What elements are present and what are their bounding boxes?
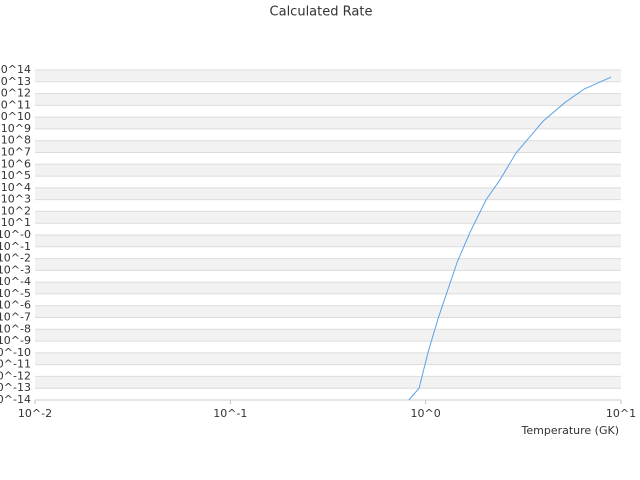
grid-band bbox=[35, 93, 621, 106]
y-tick-label: 10^-0 bbox=[0, 228, 31, 241]
y-tick-label: 10^7 bbox=[1, 146, 31, 159]
y-tick-label: 10^12 bbox=[0, 87, 31, 100]
y-tick-label: 10^10 bbox=[0, 110, 31, 123]
chart-title: Calculated Rate bbox=[270, 5, 373, 20]
y-tick-label: 10^-13 bbox=[0, 381, 31, 394]
y-tick-label: 10^3 bbox=[1, 193, 31, 206]
y-tick-label: 10^9 bbox=[1, 122, 31, 135]
grid-band bbox=[35, 329, 621, 342]
y-tick-label: 10^4 bbox=[1, 181, 31, 194]
x-tick-label: 10^-1 bbox=[213, 407, 247, 420]
grid-band bbox=[35, 164, 621, 177]
y-tick-label: 10^5 bbox=[1, 169, 31, 182]
y-tick-label: 10^-6 bbox=[0, 299, 31, 312]
x-axis-label: Temperature (GK) bbox=[521, 424, 620, 437]
y-tick-label: 10^-10 bbox=[0, 346, 31, 359]
grid-band bbox=[35, 305, 621, 318]
x-tick-label: 10^1 bbox=[606, 407, 636, 420]
grid-band bbox=[35, 376, 621, 389]
y-tick-label: 10^13 bbox=[0, 75, 31, 88]
y-tick-label: 10^-1 bbox=[0, 240, 31, 253]
grid-band bbox=[35, 352, 621, 365]
grid-band bbox=[35, 258, 621, 271]
y-tick-label: 10^1 bbox=[1, 216, 31, 229]
x-tick-label: 10^-2 bbox=[18, 407, 52, 420]
y-tick-label: 10^2 bbox=[1, 204, 31, 217]
grid-band bbox=[35, 187, 621, 200]
y-tick-label: 10^8 bbox=[1, 134, 31, 147]
y-tick-label: 10^-7 bbox=[0, 311, 31, 324]
y-tick-label: 10^11 bbox=[0, 98, 31, 111]
grid-band bbox=[35, 282, 621, 294]
grid-band bbox=[35, 211, 621, 224]
grid-band bbox=[35, 140, 621, 153]
y-tick-label: 10^-4 bbox=[0, 275, 31, 288]
data-line bbox=[408, 76, 612, 401]
y-tick-label: 10^-8 bbox=[0, 322, 31, 335]
grid-band bbox=[35, 235, 621, 247]
grid-band bbox=[35, 70, 621, 82]
x-tick-label: 10^0 bbox=[411, 407, 441, 420]
y-tick-label: 10^-3 bbox=[0, 263, 31, 276]
y-tick-label: 10^-12 bbox=[0, 369, 31, 382]
y-tick-label: 10^-14 bbox=[0, 393, 31, 406]
y-tick-label: 10^6 bbox=[1, 157, 31, 170]
y-tick-label: 10^-9 bbox=[0, 334, 31, 347]
y-tick-label: 10^14 bbox=[0, 63, 31, 76]
y-tick-label: 10^-11 bbox=[0, 358, 31, 371]
grid-band bbox=[35, 117, 621, 129]
y-tick-label: 10^-2 bbox=[0, 252, 31, 265]
y-tick-label: 10^-5 bbox=[0, 287, 31, 300]
